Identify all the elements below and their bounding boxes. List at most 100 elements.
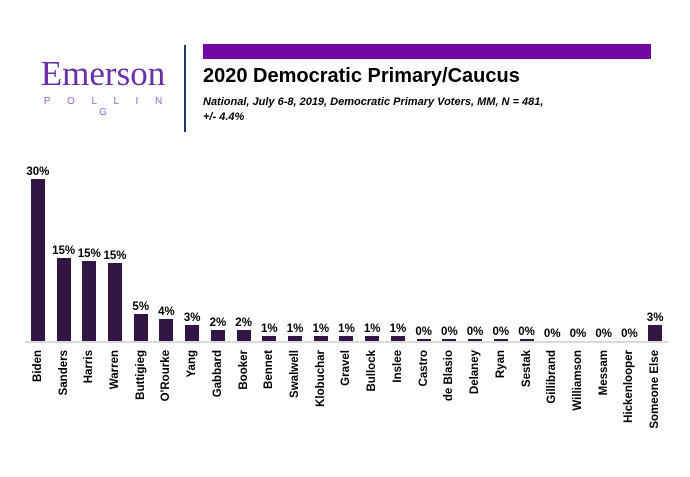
bar-column: 0% (411, 326, 437, 341)
category-label-cell: Williamson (565, 343, 591, 453)
bar-column: 0% (437, 326, 463, 341)
bar-value-label: 1% (389, 322, 407, 335)
bar-value-label: 0% (595, 328, 612, 340)
header-divider-line (184, 45, 186, 132)
bar (262, 335, 277, 341)
category-label-cell: Warren (102, 343, 128, 453)
category-label-cell: Booker (231, 343, 257, 453)
bar-column: 1% (385, 323, 411, 341)
bar-value-label: 1% (261, 322, 278, 335)
category-label: Sestak (520, 350, 533, 388)
category-label-cell: Bennet (256, 343, 282, 453)
bar (108, 263, 123, 341)
bar-column: 1% (256, 323, 282, 341)
survey-details-line1: National, July 6-8, 2019, Democratic Pri… (203, 96, 544, 108)
bar-value-label: 2% (209, 317, 227, 330)
bar-value-label: 1% (363, 322, 381, 335)
bar-column: 0% (462, 326, 488, 341)
category-label: Messam (597, 350, 610, 396)
category-label: O'Rourke (160, 350, 173, 402)
bar-value-label: 0% (569, 328, 587, 340)
category-label: Gabbard (211, 350, 224, 398)
bar-value-label: 0% (492, 325, 510, 338)
category-label-cell: Swalwell (282, 343, 308, 453)
category-label-cell: de Blasio (437, 343, 463, 453)
bar (468, 338, 483, 341)
category-label: Biden (31, 350, 44, 382)
category-label-cell: Klobuchar (308, 343, 334, 453)
plot-area: 30% 15% 15% 15% 5% 4% 3% 2% 2% 1% 1% 1% 1% 1% 1% 0% 0% 0%… (25, 162, 668, 343)
bar-column: 3% (179, 312, 205, 341)
bar-column: 3% (642, 312, 668, 341)
bar (365, 335, 380, 341)
bar (519, 338, 534, 341)
bar-value-label: 5% (132, 301, 150, 313)
bar-value-label: 1% (286, 322, 304, 335)
bar-value-label: 1% (338, 322, 355, 335)
emerson-logo: Emerson P O L L I N G (28, 54, 178, 118)
bar-value-label: 0% (518, 325, 535, 338)
category-label: Klobuchar (314, 350, 327, 407)
category-label-cell: Messam (591, 343, 617, 453)
bar-value-label: 15% (52, 244, 76, 257)
bar (313, 335, 328, 341)
bar-value-label: 0% (543, 328, 561, 340)
bar-column: 1% (282, 323, 308, 341)
category-label-cell: Biden (25, 343, 51, 453)
bar-column: 1% (359, 323, 385, 341)
category-label-cell: Ryan (488, 343, 514, 453)
bar-value-label: 0% (441, 325, 458, 338)
category-label: Swalwell (289, 350, 302, 398)
bar-column: 5% (128, 301, 154, 341)
category-label-cell: Sestak (514, 343, 540, 453)
category-label-cell: Harris (76, 343, 102, 453)
category-label-cell: Castro (411, 343, 437, 453)
bar-column: 0% (514, 326, 540, 341)
bar-column: 15% (76, 248, 102, 341)
bar-column: 0% (617, 328, 643, 341)
category-label: Hickenlooper (623, 350, 636, 423)
bar (493, 338, 508, 341)
bar (288, 335, 303, 341)
category-label-cell: Gravel (334, 343, 360, 453)
category-label-cell: Delaney (462, 343, 488, 453)
category-label: Williamson (571, 350, 584, 411)
bar (30, 179, 45, 341)
category-label: Someone Else (649, 350, 662, 429)
survey-details-line2: +/- 4.4% (203, 111, 245, 124)
logo-tagline: P O L L I N G (43, 95, 170, 118)
category-label: Gillibrand (546, 350, 559, 404)
page-title: 2020 Democratic Primary/Caucus (203, 65, 520, 87)
category-label: Sanders (57, 350, 70, 396)
bar (56, 257, 71, 341)
bar-column: 2% (205, 317, 231, 341)
bar (390, 335, 405, 341)
category-label-cell: Hickenlooper (617, 343, 643, 453)
category-label: Booker (237, 350, 250, 390)
category-label: Bullock (366, 350, 379, 392)
bar-value-label: 0% (466, 325, 484, 338)
category-label: Buttigieg (134, 350, 147, 400)
category-axis: Biden Sanders Harris Warren Buttigieg O'Rourk… (25, 343, 668, 453)
category-label: Gravel (340, 350, 353, 386)
bar-column: 15% (51, 245, 77, 341)
bar-value-label: 3% (646, 311, 664, 324)
category-label: Castro (417, 350, 430, 387)
logo-wordmark: Emerson (40, 54, 166, 93)
category-label-cell: Gillibrand (539, 343, 565, 453)
category-label: Bennet (263, 350, 276, 389)
bar (82, 260, 97, 341)
bar-value-label: 2% (235, 317, 252, 330)
bar-column: 1% (334, 323, 360, 341)
category-label-cell: Gabbard (205, 343, 231, 453)
category-label-cell: Someone Else (642, 343, 668, 453)
bar-column: 4% (154, 306, 180, 341)
category-label: Inslee (391, 350, 404, 383)
bar (648, 324, 663, 341)
category-label-cell: Buttigieg (128, 343, 154, 453)
bar-value-label: 3% (183, 311, 201, 324)
category-label: Ryan (494, 350, 507, 379)
bar-column: 0% (591, 328, 617, 341)
bar (133, 314, 148, 341)
